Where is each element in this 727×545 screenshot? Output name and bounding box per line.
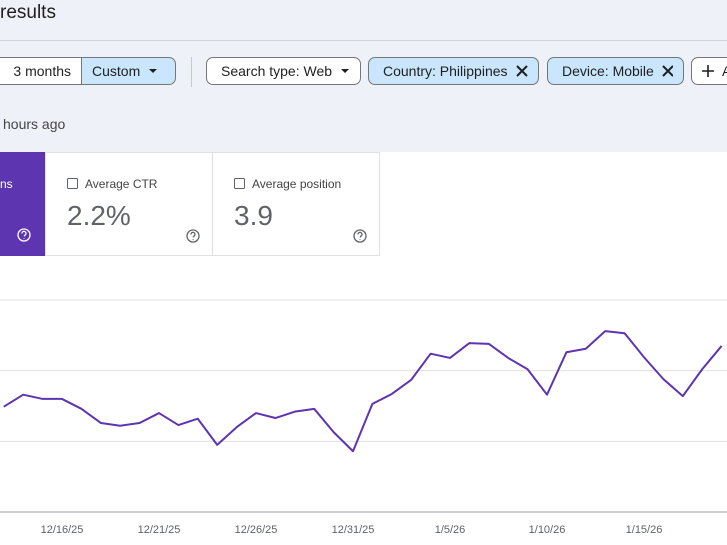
metric-label: Average CTR xyxy=(85,177,158,191)
x-tick-label: 1/15/26 xyxy=(626,524,663,536)
search-type-filter[interactable]: Search type: Web xyxy=(206,57,361,85)
separator xyxy=(191,57,192,87)
divider xyxy=(0,40,727,41)
remove-icon[interactable] xyxy=(515,65,528,77)
custom-button[interactable]: Custom xyxy=(81,57,176,85)
help-icon[interactable] xyxy=(17,228,31,242)
button-label: 3 months xyxy=(13,63,71,79)
page-title: results xyxy=(0,2,56,23)
metric-label: Average position xyxy=(252,177,342,191)
chart: 12/16/25 12/21/25 12/26/25 12/31/25 1/5/26 1/… xyxy=(0,299,727,536)
help-icon[interactable] xyxy=(353,229,367,243)
button-label: Custom xyxy=(92,63,141,79)
data-line xyxy=(3,330,723,453)
x-tick-label: 12/26/25 xyxy=(235,524,278,536)
metric-card[interactable]: Average CTR 2.2% xyxy=(45,152,213,256)
x-tick-label: 12/31/25 xyxy=(332,524,375,536)
country-filter[interactable]: Country: Philippines xyxy=(368,57,539,85)
header: results 3 months Custom Search type: Web… xyxy=(0,0,727,152)
date-range-button[interactable]: 3 months xyxy=(0,57,82,85)
checkbox[interactable] xyxy=(67,178,78,189)
dropdown-icon xyxy=(149,69,158,73)
dropdown-icon xyxy=(341,69,350,73)
help-icon[interactable] xyxy=(186,229,200,243)
metric-card[interactable]: Average position 3.9 xyxy=(212,152,380,256)
device-filter[interactable]: Device: Mobile xyxy=(547,57,684,85)
button-label: Device: Mobile xyxy=(562,63,654,79)
remove-icon[interactable] xyxy=(662,65,673,77)
x-tick-label: 1/10/26 xyxy=(529,524,566,536)
metric-value: 3.9 xyxy=(234,200,273,231)
metric-card[interactable]: ns xyxy=(0,152,45,256)
metric-label: ns xyxy=(0,177,13,191)
plus-icon xyxy=(702,65,714,77)
x-tick-label: 12/21/25 xyxy=(138,524,181,536)
x-tick-label: 12/16/25 xyxy=(41,524,84,536)
metric-value: 2.2% xyxy=(67,200,131,231)
button-label: Country: Philippines xyxy=(383,63,508,79)
x-tick-label: 1/5/26 xyxy=(435,524,466,536)
checkbox[interactable] xyxy=(234,178,245,189)
button-label: Search type: Web xyxy=(221,63,333,79)
button-label: A xyxy=(722,63,727,79)
last-updated: hours ago xyxy=(3,116,66,132)
add-filter-button[interactable]: A xyxy=(691,57,727,85)
